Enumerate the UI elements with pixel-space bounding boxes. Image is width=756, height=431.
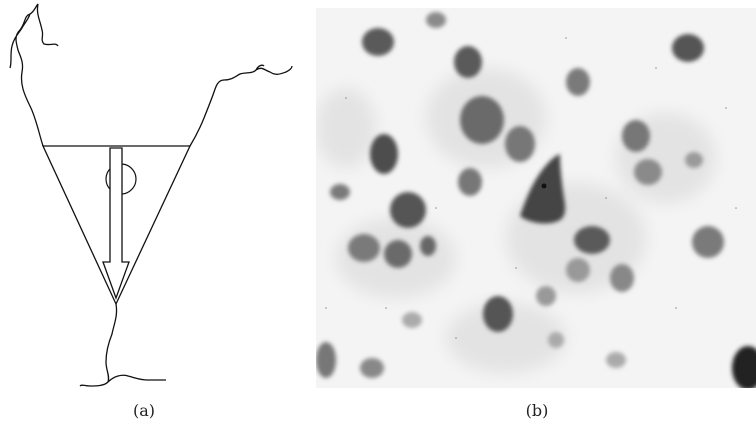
cell: [566, 68, 590, 96]
cell: [402, 312, 422, 328]
central-pyramidal-neuron: [520, 154, 566, 224]
cell: [606, 352, 626, 368]
cell: [574, 226, 610, 254]
cell: [426, 12, 446, 28]
cell: [483, 296, 513, 332]
cell: [672, 34, 704, 62]
panel-a-caption: (a): [132, 401, 156, 420]
cell: [316, 342, 336, 378]
cell: [548, 332, 564, 348]
cell: [458, 168, 482, 196]
axon: [79, 303, 166, 387]
cell: [330, 184, 350, 200]
down-arrow-icon: [102, 147, 130, 300]
cell: [505, 126, 535, 162]
cell: [536, 286, 556, 306]
cell: [360, 358, 384, 378]
cell: [460, 96, 504, 144]
cell: [692, 226, 724, 258]
cell: [685, 152, 703, 168]
cell: [566, 258, 590, 282]
speckles: [325, 37, 737, 339]
cell: [420, 236, 436, 256]
cell: [454, 46, 482, 78]
cell: [348, 234, 380, 262]
cell: [362, 28, 394, 56]
stained-cells: [316, 12, 756, 388]
nucleus-half-circle-right: [120, 163, 137, 195]
panel-b-micrograph: [316, 8, 756, 388]
cell: [370, 134, 398, 174]
cell: [634, 159, 662, 185]
cell: [384, 240, 412, 268]
cell: [732, 346, 756, 388]
panel-a-schematic: [9, 3, 293, 387]
soma-triangle: [41, 145, 192, 306]
panel-b-caption: (b): [525, 401, 549, 420]
apical-dendrite-right: [189, 64, 293, 147]
cell: [610, 264, 634, 292]
cell: [390, 192, 426, 228]
apical-dendrite-left: [9, 3, 59, 147]
cell: [622, 120, 650, 152]
